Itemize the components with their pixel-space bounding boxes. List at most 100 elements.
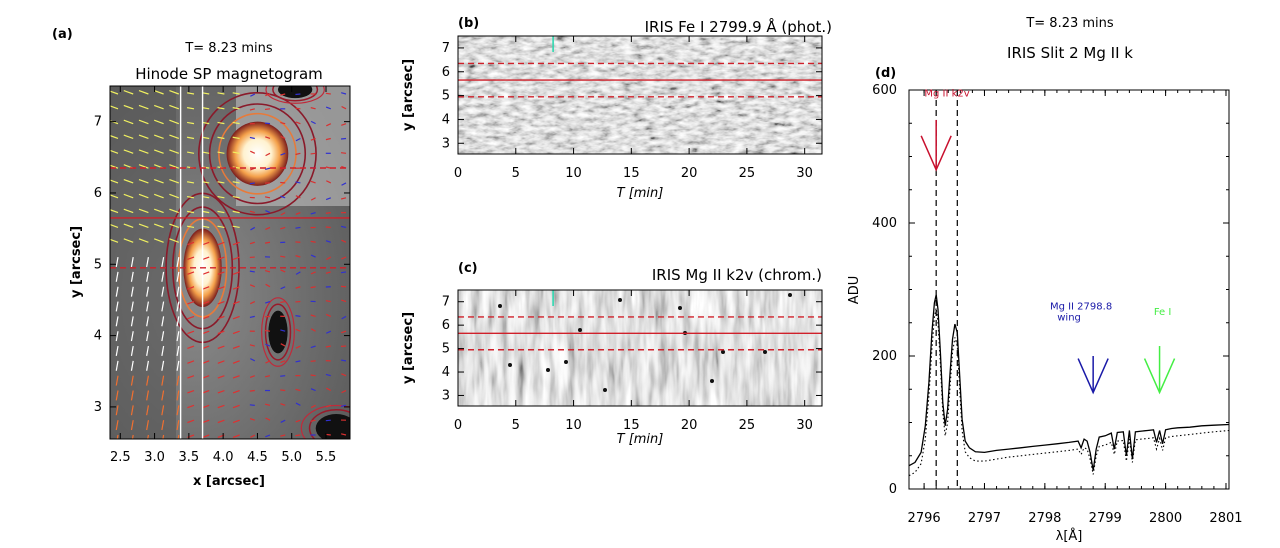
x-tick-label: 0 [454,418,462,433]
vector-arrow [161,345,165,356]
annotation-label-line2: wing [1057,312,1081,323]
vector-arrow [232,136,240,140]
vector-arrow [202,301,210,305]
vector-arrow [187,107,195,110]
panel-c-ylabel: y [arcsec] [401,312,416,384]
vector-arrow [138,238,149,243]
vector-arrow [217,136,225,140]
vector-arrow [232,330,240,335]
panel-a-time-label: T= 8.23 mins [184,41,273,56]
y-tick-label: 6 [94,186,102,201]
vector-arrow [217,107,225,110]
y-tick-label: 5 [94,257,102,272]
vector-arrow [232,121,240,125]
vector-arrow [341,315,347,320]
vector-arrow [138,134,149,140]
vector-arrow [202,92,210,95]
contour [218,112,297,195]
vector-arrow [217,301,225,305]
vector-arrow [232,210,240,214]
vector-arrow [280,300,286,304]
vector-arrow [265,343,271,347]
y-tick-label: 7 [442,295,450,310]
vector-arrow [187,121,195,125]
x-tick-label: 2800 [1149,511,1182,526]
vector-arrow [217,256,225,261]
vector-arrow [310,212,316,215]
vector-arrow [217,360,225,364]
annotation-arrow-head [920,135,952,172]
vector-arrow [146,420,149,431]
y-tick-label: 0 [889,482,897,497]
vector-arrow [264,196,271,199]
contour [197,91,317,216]
vector-arrow [153,178,164,184]
vector-arrow [187,360,195,364]
vector-arrow [310,286,316,289]
vector-arrow [115,345,119,356]
vector-arrow [217,345,225,350]
vector-arrow [176,345,180,356]
vector-arrow [169,90,180,95]
vector-arrow [295,402,301,406]
vector-arrow [153,208,164,214]
vector-arrow [161,316,165,327]
vector-arrow [310,152,316,155]
contour [300,404,350,439]
vector-arrow [295,93,301,96]
vector-arrow [249,210,255,214]
y-tick-label: 7 [94,115,102,130]
panel-d-xlabel: λ[Å] [1056,528,1083,544]
vector-arrow [176,375,180,386]
vector-arrow [217,181,225,184]
dark-dot [564,360,568,364]
vector-arrow [187,286,195,290]
vector-arrow [232,434,240,438]
vector-arrow [176,390,180,401]
vector-arrow [123,178,134,184]
dark-dot [603,388,607,392]
vector-arrow [146,301,149,312]
vector-arrow [176,360,180,371]
vector-arrow [325,240,331,243]
vector-arrow [161,390,165,401]
vector-arrow [217,121,225,125]
vector-arrow [295,345,301,349]
vector-arrow [138,90,149,95]
annotation-arrow-head [1077,358,1109,395]
vector-arrow [280,389,286,392]
vector-arrow [217,225,225,229]
vector-arrow [264,108,271,111]
dark-dot [721,350,725,354]
vector-arrow [310,240,316,243]
panel-c-image [458,290,822,406]
vector-arrow [250,226,256,231]
vector-arrow [280,195,286,199]
x-tick-label: 2798 [1028,511,1061,526]
vector-arrow [130,420,134,431]
vector-arrow [169,134,180,140]
vector-arrow [202,389,210,394]
vector-arrow [249,344,255,347]
vector-arrow [217,210,225,214]
vector-arrow [325,212,331,214]
vector-arrow [295,212,301,216]
vector-arrow [187,181,195,184]
panel-a-dark-region [110,86,176,439]
vector-arrow [250,358,256,362]
panel-d: T= 8.23 mins IRIS Slit 2 Mg II k (d) 279… [847,16,1243,544]
vector-arrow [280,255,286,258]
vector-arrow [130,271,134,282]
vector-arrow [249,241,255,245]
vector-arrow [325,330,332,334]
panel-b-image [458,36,822,154]
panel-c: (c) IRIS Mg II k2v (chrom.) 0 5 10 15 20 25 30… [401,261,823,447]
vector-arrow [295,195,301,199]
dark-dot [578,328,582,332]
x-tick-label: 20 [681,166,698,181]
vector-arrow [187,92,195,95]
vector-arrow [146,405,149,416]
vector-arrow [202,286,210,290]
vector-arrow [280,434,286,437]
